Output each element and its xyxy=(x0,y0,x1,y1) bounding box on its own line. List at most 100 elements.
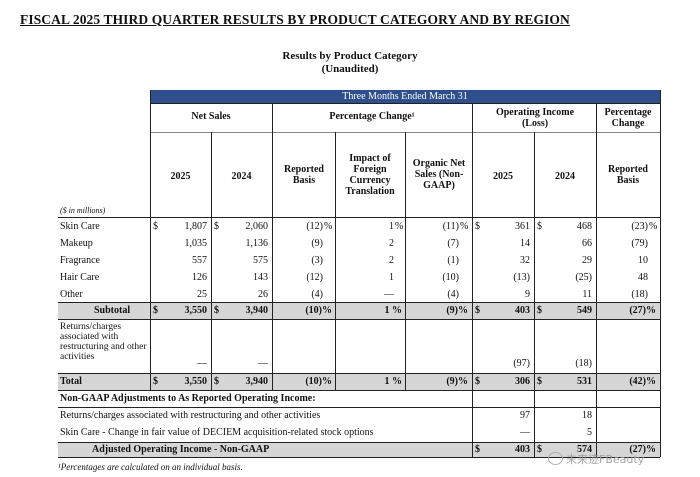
adjusted-shade xyxy=(58,442,660,457)
units-label: ($ in millions) xyxy=(60,206,106,215)
section-title-line-1: Results by Product Category xyxy=(282,50,418,62)
adjustment-label: Returns/charges associated with restruct… xyxy=(60,410,321,421)
cell-oi-pct: (18) xyxy=(631,289,648,300)
col-oi-2024: 2024 xyxy=(555,171,575,182)
subtotal-label: Subtotal xyxy=(94,305,131,316)
watermark: 未来迹FBeauty xyxy=(548,451,644,467)
cell-ns-2024: 143 xyxy=(253,272,268,283)
total-reported: (10)% xyxy=(305,376,332,387)
percent-sign: % xyxy=(649,221,658,232)
watermark-logo-icon xyxy=(548,452,563,465)
cell-oi-2025: 9 xyxy=(525,289,530,300)
subtotal-oi-2024: 549 xyxy=(577,305,592,316)
cell-ns-2025: 126 xyxy=(192,272,207,283)
cell-ns-2025: 25 xyxy=(197,289,207,300)
returns-ns-2025: — xyxy=(197,358,207,369)
col-fx-impact: Impact of Foreign Currency Translation xyxy=(345,153,395,197)
cell-organic: (10) xyxy=(442,272,459,283)
page-title: FISCAL 2025 THIRD QUARTER RESULTS BY PRO… xyxy=(20,12,570,27)
total-organic: (9)% xyxy=(446,376,468,387)
subtotal-oi-pct: (27)% xyxy=(629,305,656,316)
total-oi-2025: 306 xyxy=(515,376,530,387)
dollar-sign: $ xyxy=(153,305,158,316)
cell-organic: (11) xyxy=(442,221,459,232)
percent-sign: % xyxy=(460,221,469,232)
cell-oi-2025: (13) xyxy=(513,272,530,283)
dollar-sign: $ xyxy=(214,221,219,232)
dollar-sign: $ xyxy=(537,444,542,455)
col-reported-basis: Reported Basis xyxy=(284,164,324,186)
returns-oi-2024: (18) xyxy=(575,358,592,369)
adjustment-oi-2025: 97 xyxy=(520,410,530,421)
adjustment-oi-2024: 5 xyxy=(587,427,592,438)
dollar-sign: $ xyxy=(537,376,542,387)
col-ns-2025: 2025 xyxy=(170,171,191,182)
dollar-sign: $ xyxy=(475,444,480,455)
subtotal-ns-2025: 3,550 xyxy=(184,305,208,316)
percent-sign: % xyxy=(395,221,404,232)
subtotal-fx: 1 % xyxy=(384,305,403,316)
cell-organic: (7) xyxy=(447,238,459,249)
dollar-sign: $ xyxy=(214,305,219,316)
cell-oi-2024: 11 xyxy=(582,289,592,300)
adjusted-label: Adjusted Operating Income - Non-GAAP xyxy=(92,444,270,455)
row-label: Skin Care xyxy=(60,221,100,232)
net-sales-header: Net Sales xyxy=(191,111,231,122)
cell-reported: (12) xyxy=(306,221,323,232)
row-label: Makeup xyxy=(60,238,93,249)
col-organic: Organic Net Sales (Non-GAAP) xyxy=(412,158,466,191)
cell-oi-2024: 468 xyxy=(577,221,592,232)
cell-fx: 2 xyxy=(389,238,394,249)
cell-ns-2024: 575 xyxy=(253,255,268,266)
watermark-text: 未来迹FBeauty xyxy=(566,453,645,466)
dollar-sign: $ xyxy=(537,221,542,232)
cell-ns-2025: 1,807 xyxy=(184,221,208,232)
subtotal-ns-2024: 3,940 xyxy=(245,305,269,316)
returns-ns-2024: — xyxy=(258,358,268,369)
col-oi-reported: Reported Basis xyxy=(608,164,648,186)
footnote: ¹Percentages are calculated on an indivi… xyxy=(58,462,243,472)
percent-sign: % xyxy=(324,221,333,232)
subtotal-shade xyxy=(58,302,660,319)
cell-oi-2024: 29 xyxy=(582,255,592,266)
cell-organic: (1) xyxy=(447,255,459,266)
cell-oi-pct: 48 xyxy=(638,272,648,283)
adjustment-oi-2024: 18 xyxy=(582,410,592,421)
cell-oi-2025: 32 xyxy=(520,255,530,266)
cell-fx: — xyxy=(384,289,394,300)
op-income-header: Operating Income (Loss) xyxy=(495,107,575,129)
total-shade xyxy=(58,373,660,390)
row-label: Other xyxy=(60,289,83,300)
dollar-sign: $ xyxy=(153,221,158,232)
total-label: Total xyxy=(60,376,82,387)
total-ns-2025: 3,550 xyxy=(184,376,208,387)
total-ns-2024: 3,940 xyxy=(245,376,269,387)
cell-organic: (4) xyxy=(447,289,459,300)
pct-change-header: Percentage Change¹ xyxy=(329,111,415,122)
row-label: Hair Care xyxy=(60,272,100,283)
subtotal-organic: (9)% xyxy=(446,305,468,316)
adjusted-oi-2024: 574 xyxy=(577,444,592,455)
dollar-sign: $ xyxy=(475,221,480,232)
cell-ns-2024: 1,136 xyxy=(245,238,269,249)
total-oi-2024: 531 xyxy=(577,376,592,387)
dollar-sign: $ xyxy=(537,305,542,316)
period-band: Three Months Ended March 31 xyxy=(150,90,660,103)
returns-label: Returns/charges associated with restruct… xyxy=(60,322,147,362)
cell-reported: (9) xyxy=(311,238,323,249)
cell-oi-pct: (79) xyxy=(631,238,648,249)
adjustment-oi-2025: — xyxy=(520,427,530,438)
cell-oi-pct: 10 xyxy=(638,255,648,266)
cell-oi-2024: (25) xyxy=(575,272,592,283)
cell-ns-2025: 557 xyxy=(192,255,207,266)
total-fx: 1 % xyxy=(384,376,403,387)
cell-ns-2025: 1,035 xyxy=(184,238,208,249)
row-label: Fragrance xyxy=(60,255,100,266)
dollar-sign: $ xyxy=(475,376,480,387)
dollar-sign: $ xyxy=(153,376,158,387)
adjusted-oi-2025: 403 xyxy=(515,444,530,455)
cell-fx: 2 xyxy=(389,255,394,266)
section-title: Results by Product Category (Unaudited) xyxy=(0,50,700,76)
cell-reported: (12) xyxy=(306,272,323,283)
cell-oi-2025: 361 xyxy=(515,221,530,232)
